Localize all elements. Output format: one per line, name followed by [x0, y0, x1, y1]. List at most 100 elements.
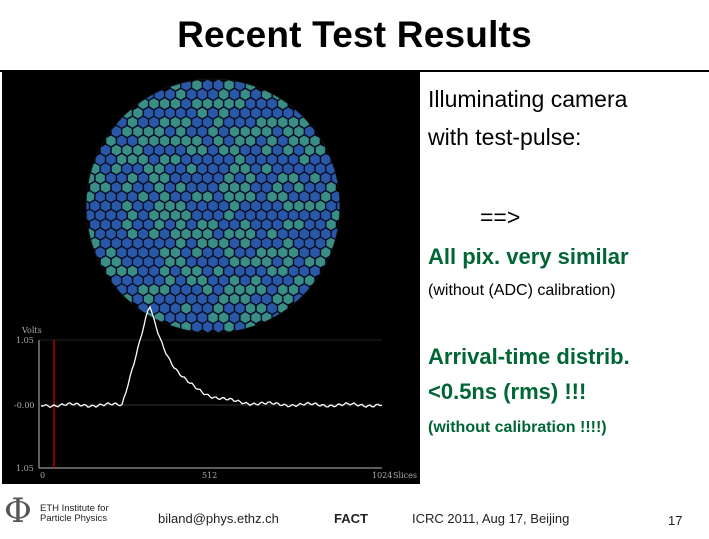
camera-pixel — [143, 218, 154, 231]
camera-pixel — [186, 218, 197, 231]
camera-pixel — [293, 200, 304, 212]
camera-pixel — [261, 218, 272, 231]
camera-pixel — [331, 209, 340, 222]
camera-pixel — [277, 135, 288, 147]
camera-pixel — [218, 181, 229, 194]
camera-pixel — [154, 237, 165, 249]
camera-pixel — [202, 135, 213, 147]
camera-pixel — [218, 274, 229, 287]
camera-pixel — [186, 144, 197, 156]
camera-pixel — [116, 153, 127, 166]
camera-pixel — [229, 274, 240, 287]
camera-pixel — [272, 237, 283, 249]
camera-pixel — [116, 228, 127, 240]
camera-pixel — [229, 237, 240, 249]
camera-pixel — [116, 116, 127, 129]
camera-pixel — [272, 144, 283, 156]
camera-pixel — [310, 246, 321, 259]
camera-pixel — [148, 246, 159, 259]
camera-pixel — [165, 274, 176, 287]
text-pix-similar: All pix. very similar — [428, 244, 629, 269]
camera-pixel — [181, 97, 192, 110]
camera-pixel — [213, 302, 224, 315]
camera-pixel — [315, 200, 326, 212]
camera-pixel — [111, 218, 122, 231]
camera-pixel — [213, 265, 224, 277]
camera-pixel — [245, 190, 256, 203]
camera-pixel — [191, 79, 202, 91]
camera-pixel — [245, 172, 256, 184]
camera-pixel — [234, 209, 245, 222]
camera-pixel — [256, 135, 267, 147]
camera-pixel — [175, 293, 186, 305]
camera-pixel — [293, 237, 304, 249]
camera-pixel — [202, 116, 213, 129]
camera-pixel — [304, 125, 315, 138]
text-arrow: ==> — [480, 204, 521, 230]
camera-pixel — [181, 265, 192, 277]
camera-pixel — [148, 283, 159, 296]
camera-pixel — [186, 293, 197, 305]
camera-pixel — [288, 209, 299, 222]
camera-pixel — [175, 256, 186, 268]
camera-pixel — [111, 144, 122, 156]
camera-pixel — [197, 274, 208, 287]
camera-pixel — [181, 228, 192, 240]
camera-pixel — [299, 190, 310, 203]
camera-pixel — [315, 218, 326, 231]
camera-pixel — [154, 181, 165, 194]
camera-pixel — [105, 190, 116, 203]
camera-pixel — [218, 237, 229, 249]
camera-pixel — [170, 172, 181, 184]
camera-pixel — [100, 256, 111, 268]
camera-pixel — [283, 274, 294, 287]
camera-pixel — [197, 293, 208, 305]
camera-pixel — [122, 144, 133, 156]
camera-pixel — [277, 228, 288, 240]
camera-pixel — [122, 163, 133, 175]
camera-pixel — [95, 209, 106, 222]
camera-pixel — [122, 256, 133, 268]
camera-pixel — [89, 200, 100, 212]
camera-pixel — [267, 265, 278, 277]
camera-pixel — [299, 172, 310, 184]
phi-icon: Φ — [4, 491, 32, 531]
camera-pixel — [245, 283, 256, 296]
camera-pixel — [197, 181, 208, 194]
camera-pixel — [240, 107, 251, 119]
camera-pixel — [127, 265, 138, 277]
camera-pixel — [283, 293, 294, 305]
camera-pixel — [175, 144, 186, 156]
camera-pixel — [143, 200, 154, 212]
camera-pixel — [181, 209, 192, 222]
logo-line-2: Particle Physics — [40, 513, 108, 524]
camera-pixel — [95, 190, 106, 203]
camera-pixel — [186, 256, 197, 268]
camera-pixel — [86, 190, 95, 203]
camera-pixel — [138, 246, 149, 259]
camera-pixel — [143, 293, 154, 305]
camera-pixel — [315, 163, 326, 175]
camera-pixel — [132, 200, 143, 212]
camera-pixel — [191, 321, 202, 333]
text-arrival-rms: <0.5ns (rms) !!! — [428, 379, 587, 404]
camera-pixel — [159, 302, 170, 315]
camera-pixel — [138, 153, 149, 166]
camera-pixel — [229, 107, 240, 119]
camera-pixel — [191, 228, 202, 240]
camera-pixel — [299, 265, 310, 277]
camera-pixel — [250, 237, 261, 249]
camera-pixel — [234, 190, 245, 203]
camera-pixel — [229, 256, 240, 268]
camera-pixel — [170, 153, 181, 166]
camera-pixel — [138, 228, 149, 240]
camera-pixel — [159, 265, 170, 277]
camera-pixel — [267, 135, 278, 147]
camera-pixel — [197, 125, 208, 138]
camera-pixel — [148, 172, 159, 184]
camera-pixel — [261, 107, 272, 119]
camera-pixel — [154, 163, 165, 175]
camera-pixel — [116, 283, 127, 296]
camera-pixel — [320, 153, 331, 166]
camera-pixel — [207, 125, 219, 138]
